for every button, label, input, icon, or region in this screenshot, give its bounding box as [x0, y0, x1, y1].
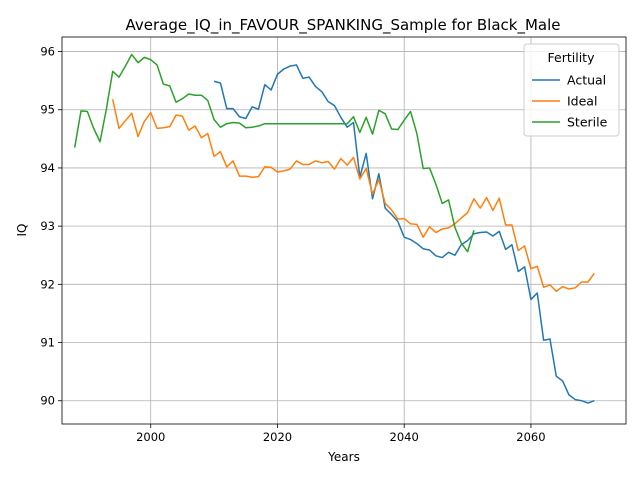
series-line-sterile: [73, 53, 475, 253]
x-axis-ticks: 2000 2020 2040 2060: [136, 424, 546, 444]
legend-label-actual: Actual: [567, 73, 606, 88]
x-axis-label: Years: [327, 450, 360, 464]
y-tick-label: 94: [40, 161, 55, 175]
plot-frame: [61, 36, 627, 425]
legend-frame: [523, 43, 620, 137]
legend-title: Fertility: [548, 50, 596, 65]
chart-title: Average_IQ_in_FAVOUR_SPANKING_Sample for…: [126, 16, 561, 35]
series-line-ideal: [111, 99, 595, 293]
y-axis-ticks: 90 91 92 93 94 95 96: [40, 45, 62, 408]
y-tick-label: 93: [40, 219, 55, 233]
x-tick-label: 2020: [263, 430, 292, 444]
legend-label-ideal: Ideal: [567, 94, 597, 109]
x-tick-label: 2000: [136, 430, 165, 444]
y-axis-label: IQ: [15, 224, 29, 237]
y-tick-label: 95: [40, 103, 55, 117]
x-tick-label: 2060: [516, 430, 545, 444]
series-layer: [73, 53, 595, 404]
y-tick-label: 90: [40, 394, 55, 408]
legend-label-sterile: Sterile: [567, 115, 608, 130]
x-tick-label: 2040: [390, 430, 419, 444]
legend: Fertility Actual Ideal Sterile: [523, 43, 620, 137]
y-tick-label: 92: [40, 277, 55, 291]
y-tick-label: 91: [40, 336, 55, 350]
y-tick-label: 96: [40, 45, 55, 59]
series-line-actual: [213, 64, 595, 404]
